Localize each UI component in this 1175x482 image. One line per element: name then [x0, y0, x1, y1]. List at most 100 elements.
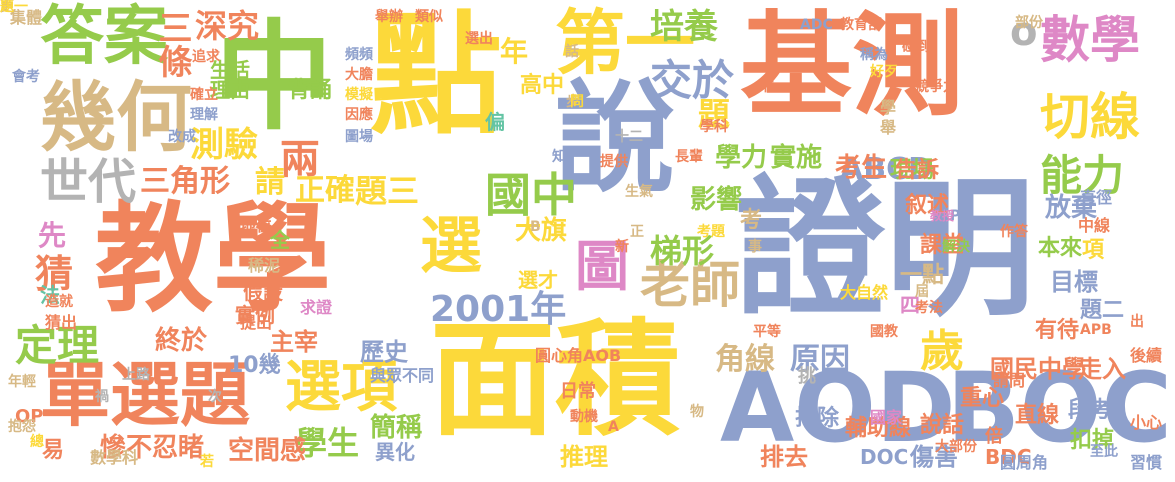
cloud-word: 切線 — [1040, 88, 1140, 146]
cloud-word: 長輩 — [675, 149, 703, 165]
cloud-word: 異化 — [375, 440, 415, 464]
cloud-word: 圓心角AOB — [535, 346, 622, 365]
cloud-word: 項 — [1082, 238, 1105, 263]
cloud-word: 2001年 — [430, 289, 567, 330]
cloud-word: 數學 — [1040, 11, 1140, 69]
cloud-word: 數學科 — [90, 448, 139, 467]
cloud-word: 求證 — [300, 298, 333, 317]
cloud-word: 先 — [38, 219, 67, 252]
cloud-word: 直徑 — [1080, 188, 1113, 207]
cloud-word: 影響 — [690, 185, 743, 215]
cloud-word: 學力 — [715, 143, 768, 173]
cloud-word: 三角形 — [140, 164, 230, 199]
cloud-word: 終於 — [155, 326, 208, 356]
cloud-word: 稱為 — [860, 47, 888, 63]
cloud-word: 模擬 — [345, 87, 373, 103]
cloud-word: DOC — [860, 445, 909, 469]
cloud-word: 圖場 — [345, 129, 373, 145]
cloud-word: 生活 — [210, 58, 250, 82]
cloud-word: 定理 — [15, 321, 100, 370]
cloud-word: 目標 — [1050, 268, 1098, 296]
cloud-word: 中 — [215, 8, 334, 146]
cloud-word: 背誦 — [288, 78, 333, 103]
cloud-word: 課堂 — [920, 233, 965, 258]
cloud-word: 平等 — [753, 324, 781, 340]
cloud-word: 總 — [30, 434, 44, 450]
cloud-word: 大自然 — [840, 283, 889, 302]
cloud-word: 造就 — [45, 294, 73, 310]
cloud-word: 知 — [552, 149, 566, 165]
cloud-word: 圓周角 — [1000, 453, 1049, 472]
cloud-word: 第一 — [555, 2, 695, 84]
cloud-word: 簡稱 — [370, 413, 423, 443]
cloud-word: 圖 — [575, 235, 629, 298]
cloud-word: 選項 — [285, 355, 397, 420]
cloud-word: 國民中學 — [990, 355, 1086, 383]
cloud-word: 國家 — [870, 408, 903, 427]
cloud-word: 猜 — [35, 252, 74, 296]
cloud-word: 題一 — [0, 0, 28, 15]
cloud-word: 假設 — [243, 280, 283, 304]
cloud-word: 步 — [566, 94, 580, 110]
cloud-word: 告訴 — [895, 158, 940, 183]
cloud-word: B — [530, 219, 541, 235]
cloud-word: 歷史 — [360, 338, 408, 366]
cloud-word: 叙述 — [905, 193, 950, 218]
cloud-word: 次 — [208, 389, 222, 405]
cloud-word: 考法 — [915, 300, 943, 316]
cloud-word: 高中 — [520, 73, 565, 98]
cloud-word: 選才 — [518, 268, 558, 292]
cloud-word: 請問 — [993, 371, 1026, 390]
cloud-word: 習慣 — [1130, 453, 1163, 472]
cloud-word: 國中 — [485, 168, 577, 222]
cloud-word: 新 — [615, 239, 629, 255]
cloud-word: ADC — [800, 17, 833, 33]
cloud-word: 話 — [565, 44, 579, 60]
cloud-word: 會考 — [12, 69, 40, 85]
cloud-word: 大旗 — [515, 216, 568, 246]
cloud-word: 考生 — [835, 153, 888, 183]
cloud-word: 正確 — [295, 173, 355, 208]
cloud-word: 學 — [880, 98, 897, 117]
cloud-word: 碰到 — [902, 39, 930, 55]
cloud-word: 放棄 — [1045, 193, 1098, 223]
cloud-word: 原因 — [790, 342, 850, 377]
cloud-word: 作答 — [1000, 224, 1028, 240]
cloud-word: 實例 — [235, 303, 275, 327]
cloud-word: 兩 — [280, 137, 320, 183]
cloud-word: 更 — [0, 0, 14, 15]
cloud-word: 屆 — [915, 284, 929, 300]
cloud-word: 老師 — [640, 256, 740, 314]
cloud-word: 解決 — [942, 239, 970, 255]
cloud-word: 確立 — [190, 87, 218, 103]
cloud-word: 動機 — [570, 409, 598, 425]
cloud-word: 面積 — [430, 308, 680, 453]
cloud-word: 物 — [690, 404, 704, 420]
cloud-word: BOC — [946, 352, 1172, 464]
cloud-word: 傷害 — [910, 443, 958, 471]
cloud-word: 大部份 — [935, 439, 977, 455]
cloud-word: ABCD — [840, 152, 934, 187]
cloud-word: 稀泥 — [248, 256, 281, 275]
cloud-word: 空間感 — [228, 436, 307, 466]
cloud-word: 能力 — [1040, 151, 1125, 200]
cloud-word: 追求 — [192, 49, 220, 65]
cloud-word: 教學 — [95, 190, 332, 328]
cloud-word: 推理 — [560, 443, 608, 471]
cloud-word: 出 — [1130, 314, 1144, 330]
cloud-word: 三條 — [152, 10, 192, 78]
cloud-word: 角線 — [715, 342, 775, 377]
cloud-word: 類似 — [415, 9, 443, 25]
cloud-word: 提出 — [240, 313, 273, 332]
cloud-word: A — [608, 419, 619, 435]
cloud-word: 事 — [748, 239, 762, 255]
cloud-word: 與眾不同 — [370, 366, 435, 385]
cloud-word: 學生 — [295, 424, 360, 462]
cloud-word: 現場 — [890, 158, 935, 183]
cloud-word: o — [1010, 9, 1038, 55]
cloud-word: 重心 — [960, 386, 1005, 411]
cloud-word: 學科 — [700, 119, 728, 135]
cloud-word: 中線 — [1078, 216, 1111, 235]
cloud-word: 地位 — [240, 216, 273, 235]
cloud-word: 教育部 — [840, 17, 882, 33]
